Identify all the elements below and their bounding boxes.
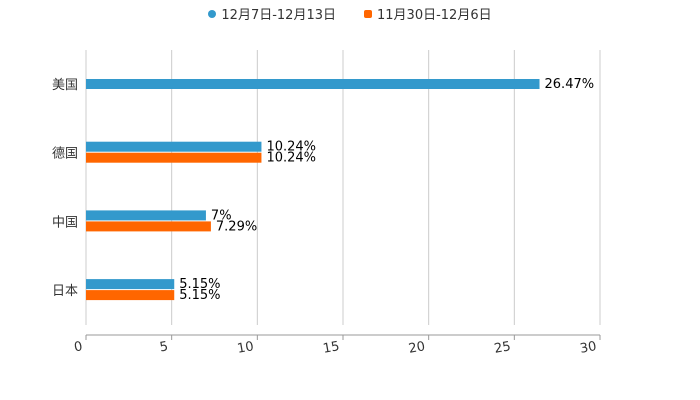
bar (86, 79, 540, 89)
legend: 12月7日-12月13日 11月30日-12月6日 (0, 4, 700, 23)
legend-item-series-2[interactable]: 11月30日-12月6日 (364, 4, 492, 23)
data-label: 5.15% (179, 288, 220, 303)
x-tick-label: 30 (579, 339, 598, 357)
bar (86, 210, 206, 221)
legend-label: 12月7日-12月13日 (221, 8, 336, 23)
legend-marker-icon (208, 9, 217, 18)
data-label: 10.24% (266, 140, 316, 155)
bar (86, 152, 262, 163)
x-tick-label: 10 (236, 339, 255, 357)
legend-item-series-1[interactable]: 12月7日-12月13日 (208, 4, 336, 23)
bar (86, 221, 211, 232)
legend-marker-icon (364, 9, 372, 18)
data-label: 10.24% (266, 151, 316, 166)
data-label: 26.47% (545, 77, 595, 92)
y-category-label: 德国 (52, 147, 78, 162)
x-tick-label: 20 (407, 339, 426, 357)
y-category-label: 日本 (52, 284, 78, 299)
legend-label: 11月30日-12月6日 (377, 8, 492, 23)
x-tick-label: 15 (322, 339, 341, 357)
bar (86, 290, 175, 301)
data-label: 7.29% (216, 219, 257, 234)
x-tick-label: 0 (73, 339, 84, 355)
y-category-label: 美国 (52, 78, 78, 93)
x-tick-label: 25 (493, 339, 512, 357)
data-label: 7% (211, 208, 232, 223)
data-label: 5.15% (179, 277, 220, 292)
y-category-label: 中国 (52, 215, 78, 230)
bar (86, 279, 175, 290)
x-tick-label: 5 (159, 339, 170, 355)
bar (86, 141, 262, 152)
